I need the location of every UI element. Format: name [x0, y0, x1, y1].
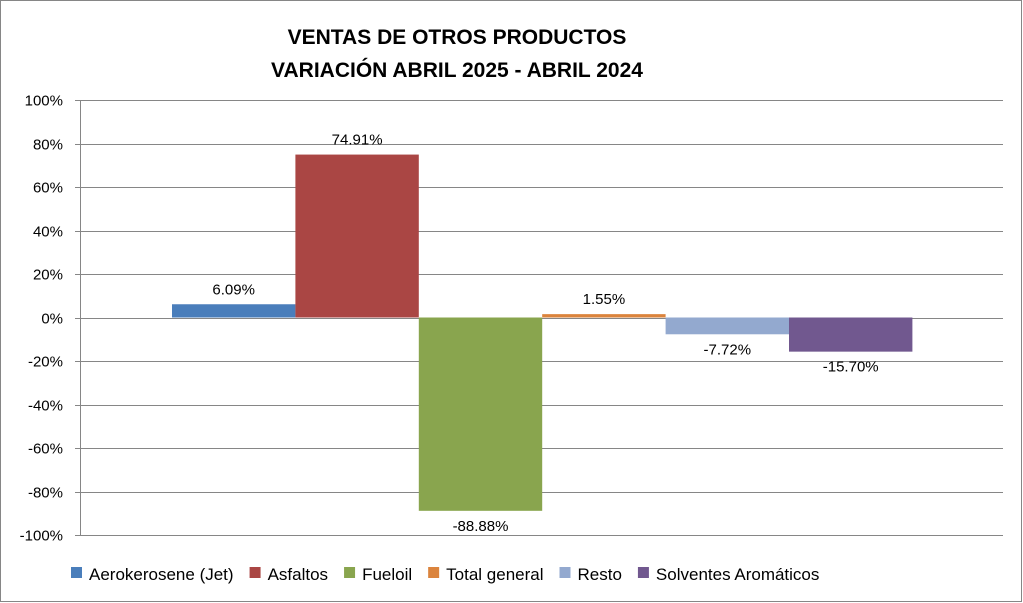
data-label: -88.88% [453, 518, 509, 535]
legend-label: Resto [578, 565, 622, 584]
legend-label: Aerokerosene (Jet) [89, 565, 234, 584]
bar-total-general [542, 314, 666, 318]
y-tick-label: 80% [33, 137, 63, 154]
data-label: -7.72% [704, 341, 752, 358]
legend-swatch [637, 567, 649, 578]
y-tick-label: 20% [33, 267, 63, 284]
data-label: 74.91% [332, 132, 383, 149]
legend-swatch [71, 567, 82, 578]
chart-title-line-1: VENTAS DE OTROS PRODUCTOS [288, 26, 627, 49]
bar-aerokerosene-jet- [172, 304, 296, 318]
bar-solventes-arom-ticos [789, 317, 913, 352]
data-label: 6.09% [212, 281, 255, 298]
bar-asfaltos [295, 154, 419, 318]
legend-label: Asfaltos [268, 565, 328, 584]
legend-label: Solventes Aromáticos [656, 565, 819, 584]
data-label: -15.70% [823, 359, 879, 376]
y-tick-label: 100% [25, 93, 63, 110]
y-tick-label: -80% [28, 485, 63, 502]
y-tick-label: -40% [28, 398, 63, 415]
y-tick-label: 40% [33, 224, 63, 241]
legend-label: Fueloil [362, 565, 412, 584]
chart-title-line-2: VARIACIÓN ABRIL 2025 - ABRIL 2024 [271, 58, 643, 82]
legend-label: Total general [446, 565, 543, 584]
y-tick-label: -100% [20, 528, 63, 545]
y-tick-label: 0% [41, 311, 63, 328]
legend-swatch [428, 567, 440, 578]
y-tick-label: -60% [28, 441, 63, 458]
legend-swatch [344, 567, 356, 578]
legend-swatch [559, 567, 571, 578]
bar-resto [665, 317, 789, 335]
legend-swatch [249, 567, 261, 578]
y-tick-label: -20% [28, 354, 63, 371]
y-tick-label: 60% [33, 180, 63, 197]
data-label: 1.55% [583, 291, 626, 308]
bar-fueloil [418, 317, 543, 511]
